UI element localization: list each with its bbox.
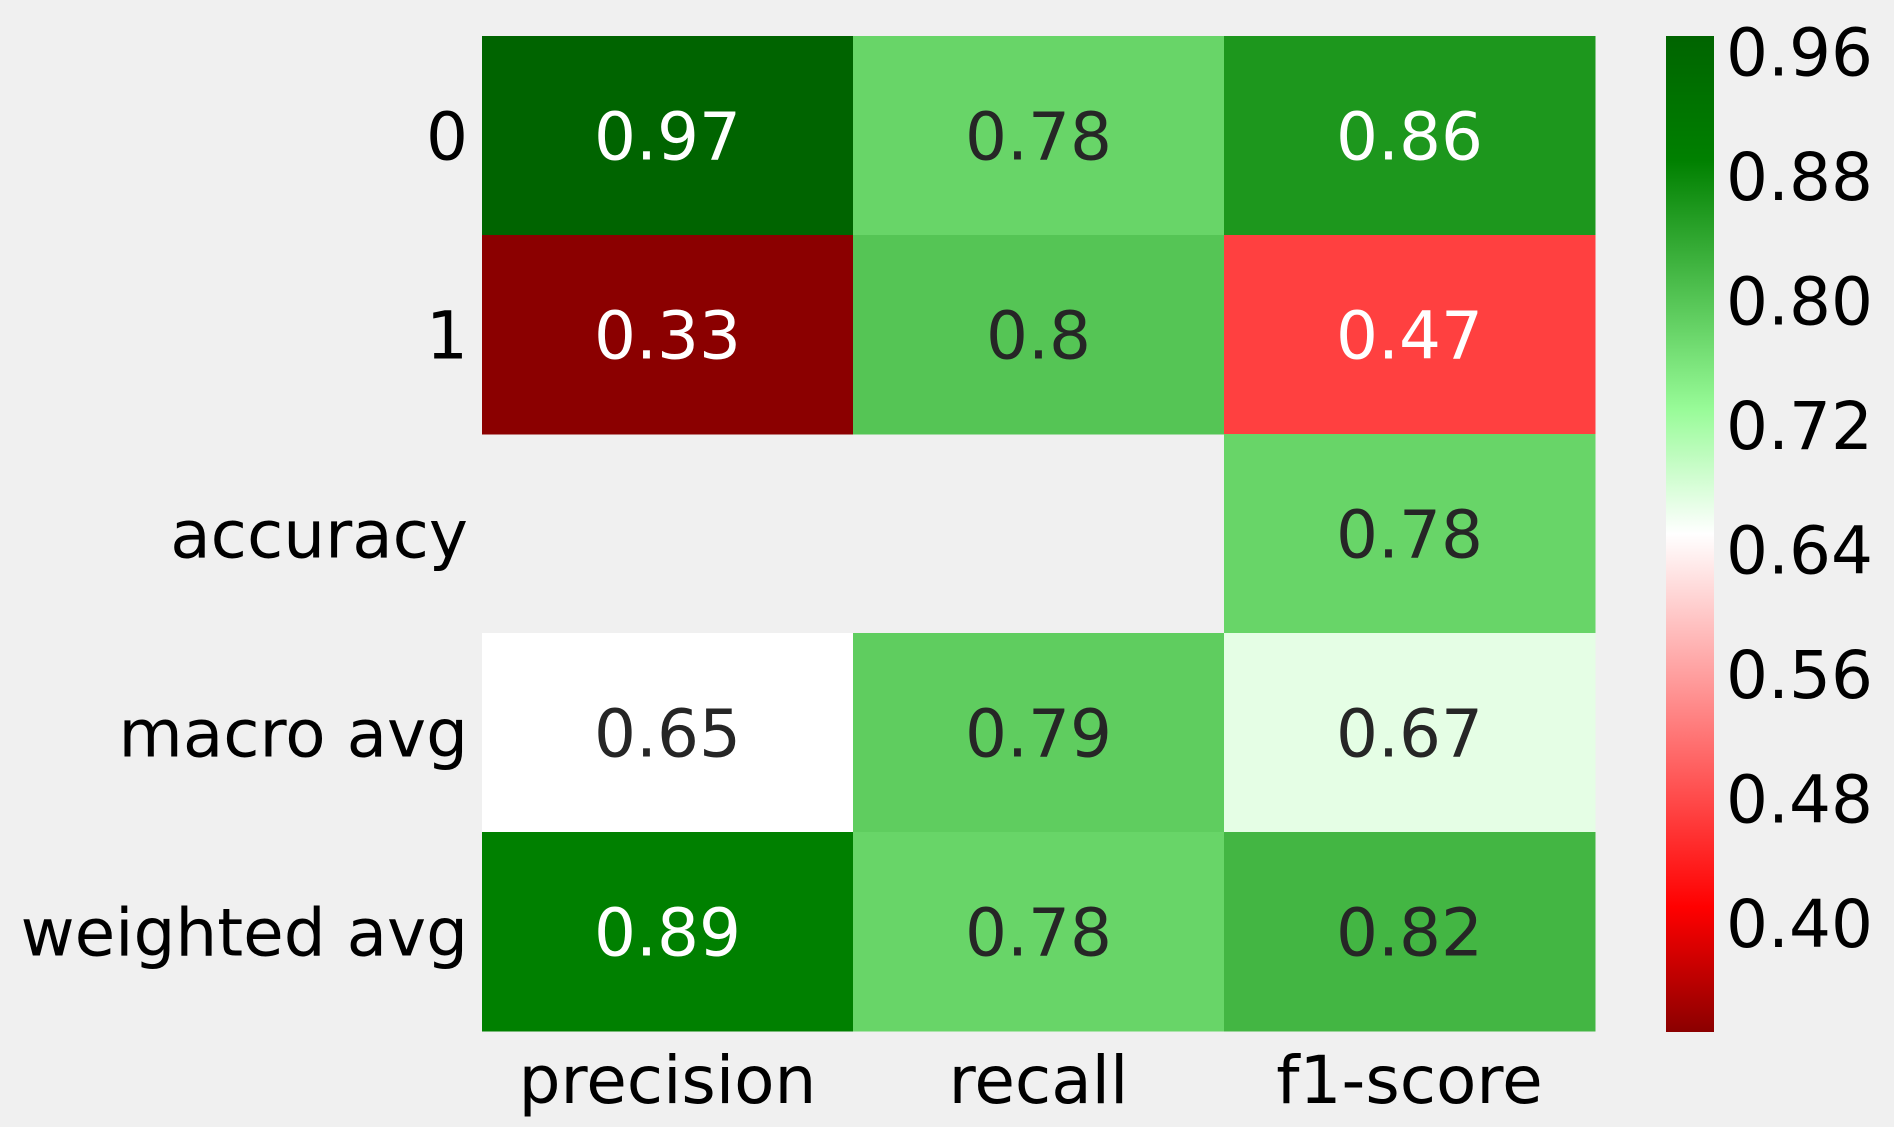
- heatmap-cell: [853, 36, 1225, 236]
- y-tick-label: accuracy: [170, 496, 468, 573]
- heatmap-cell: [853, 832, 1225, 1032]
- colorbar-tick-label: 0.40: [1726, 886, 1873, 963]
- x-tick-label: recall: [949, 1042, 1129, 1119]
- heatmap-cell: [1224, 36, 1596, 236]
- cell-annotation: 0.89: [594, 894, 741, 971]
- cell-annotation: 0.78: [965, 894, 1112, 971]
- colorbar-tick-label: 0.56: [1726, 637, 1873, 714]
- heatmap-cell: [853, 235, 1225, 435]
- cell-annotation: 0.79: [965, 695, 1112, 772]
- heatmap-cell: [482, 36, 854, 236]
- cell-annotation: 0.33: [594, 297, 741, 374]
- x-tick-label: precision: [519, 1042, 817, 1119]
- cell-annotation: 0.86: [1336, 98, 1483, 175]
- cell-annotation: 0.8: [986, 297, 1091, 374]
- colorbar-tick-label: 0.88: [1726, 139, 1873, 216]
- y-tick-label: 1: [426, 297, 468, 374]
- cell-annotation: 0.97: [594, 98, 741, 175]
- colorbar-gradient: [1666, 36, 1714, 1032]
- y-axis-tick-labels: 0 1 accuracy macro avg weighted avg: [21, 98, 468, 971]
- heatmap-cell: [1224, 633, 1596, 833]
- colorbar-tick-label: 0.80: [1726, 263, 1873, 340]
- x-axis-tick-labels: precision recall f1-score: [519, 1042, 1543, 1119]
- heatmap-cell: [1224, 235, 1596, 435]
- heatmap-cell: [482, 235, 854, 435]
- cell-annotation: 0.65: [594, 695, 741, 772]
- cell-annotation: 0.78: [1336, 496, 1483, 573]
- y-tick-label: macro avg: [119, 695, 468, 772]
- colorbar-tick-label: 0.96: [1726, 14, 1873, 91]
- cell-annotation: 0.47: [1336, 297, 1483, 374]
- x-tick-label: f1-score: [1276, 1042, 1542, 1119]
- y-tick-label: 0: [426, 98, 468, 175]
- cell-annotation: 0.78: [965, 98, 1112, 175]
- cell-annotation: 0.82: [1336, 894, 1483, 971]
- heatmap-cell: [853, 633, 1225, 833]
- colorbar-tick-label: 0.48: [1726, 761, 1873, 838]
- cell-annotation: 0.67: [1336, 695, 1483, 772]
- heatmap-cells: [482, 36, 1596, 1032]
- heatmap-cell: [482, 832, 854, 1032]
- colorbar-tick-label: 0.72: [1726, 388, 1873, 465]
- heatmap-cell: [482, 633, 854, 833]
- heatmap-cell: [1224, 434, 1596, 634]
- colorbar-tick-label: 0.64: [1726, 512, 1873, 589]
- colorbar: 0.96 0.88 0.80 0.72 0.64 0.56 0.48 0.40: [1666, 14, 1873, 1032]
- cell-annotations: 0.97 0.78 0.86 0.33 0.8 0.47 0.78 0.65 0.79 0.67 0…: [594, 98, 1483, 971]
- heatmap-cell: [1224, 832, 1596, 1032]
- y-tick-label: weighted avg: [21, 894, 468, 971]
